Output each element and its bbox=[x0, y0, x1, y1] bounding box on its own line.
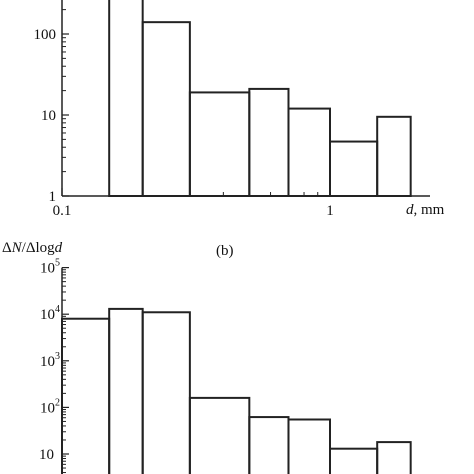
histogram-bar bbox=[329, 140, 379, 197]
y-tick-label: 10 bbox=[39, 447, 54, 463]
y-tick-label-exponent: 2 bbox=[55, 397, 60, 408]
y-tick-label: 102 bbox=[40, 397, 60, 416]
histogram-bar bbox=[287, 107, 331, 197]
histogram-bar bbox=[61, 317, 111, 474]
histogram-bar bbox=[188, 396, 251, 474]
histogram-bar bbox=[141, 311, 191, 474]
y-tick-label: 105 bbox=[40, 258, 60, 277]
x-tick-label: 1 bbox=[326, 203, 334, 219]
y-axis-title-part1: Δ bbox=[2, 240, 12, 256]
x-axis-title-rest: , mm bbox=[414, 202, 445, 218]
histogram-bar bbox=[141, 21, 191, 197]
histogram-bar bbox=[248, 416, 290, 474]
histogram-bar bbox=[108, 307, 144, 474]
x-axis-title-var: d bbox=[406, 202, 414, 218]
y-tick-label-exponent: 5 bbox=[55, 258, 60, 269]
y-tick-label-base: 10 bbox=[40, 261, 55, 277]
y-tick-label-base: 10 bbox=[40, 400, 55, 416]
histogram-bar bbox=[188, 91, 251, 197]
histogram-bar bbox=[248, 87, 290, 197]
y-tick-label-exponent: 3 bbox=[55, 351, 60, 362]
histogram-bar bbox=[376, 441, 412, 474]
y-tick-label: 103 bbox=[40, 351, 60, 370]
histogram-bar bbox=[329, 447, 379, 474]
y-axis-title-part4: d bbox=[55, 240, 63, 256]
y-tick-label-base: 10 bbox=[39, 447, 54, 463]
histogram-bar bbox=[287, 418, 331, 474]
histogram-bar bbox=[108, 0, 144, 197]
x-tick-label: 0.1 bbox=[53, 203, 72, 219]
y-tick-label: 10 bbox=[41, 108, 56, 124]
y-axis-title-part3: /Δlog bbox=[22, 240, 55, 256]
y-tick-label: 100 bbox=[34, 27, 57, 43]
panel-b-label: (b) bbox=[216, 243, 234, 259]
y-tick-label-base: 10 bbox=[40, 307, 55, 323]
histogram-bar bbox=[376, 115, 412, 197]
y-tick-label: 1 bbox=[49, 189, 57, 205]
y-tick-label-base: 10 bbox=[40, 354, 55, 370]
x-axis-title: d, mm bbox=[406, 202, 445, 218]
y-axis-title-part2: N bbox=[11, 240, 23, 256]
y-tick-label: 104 bbox=[40, 304, 60, 323]
y-axis-title: ΔN/Δlogd bbox=[2, 240, 63, 256]
y-tick-label-exponent: 4 bbox=[55, 304, 60, 315]
